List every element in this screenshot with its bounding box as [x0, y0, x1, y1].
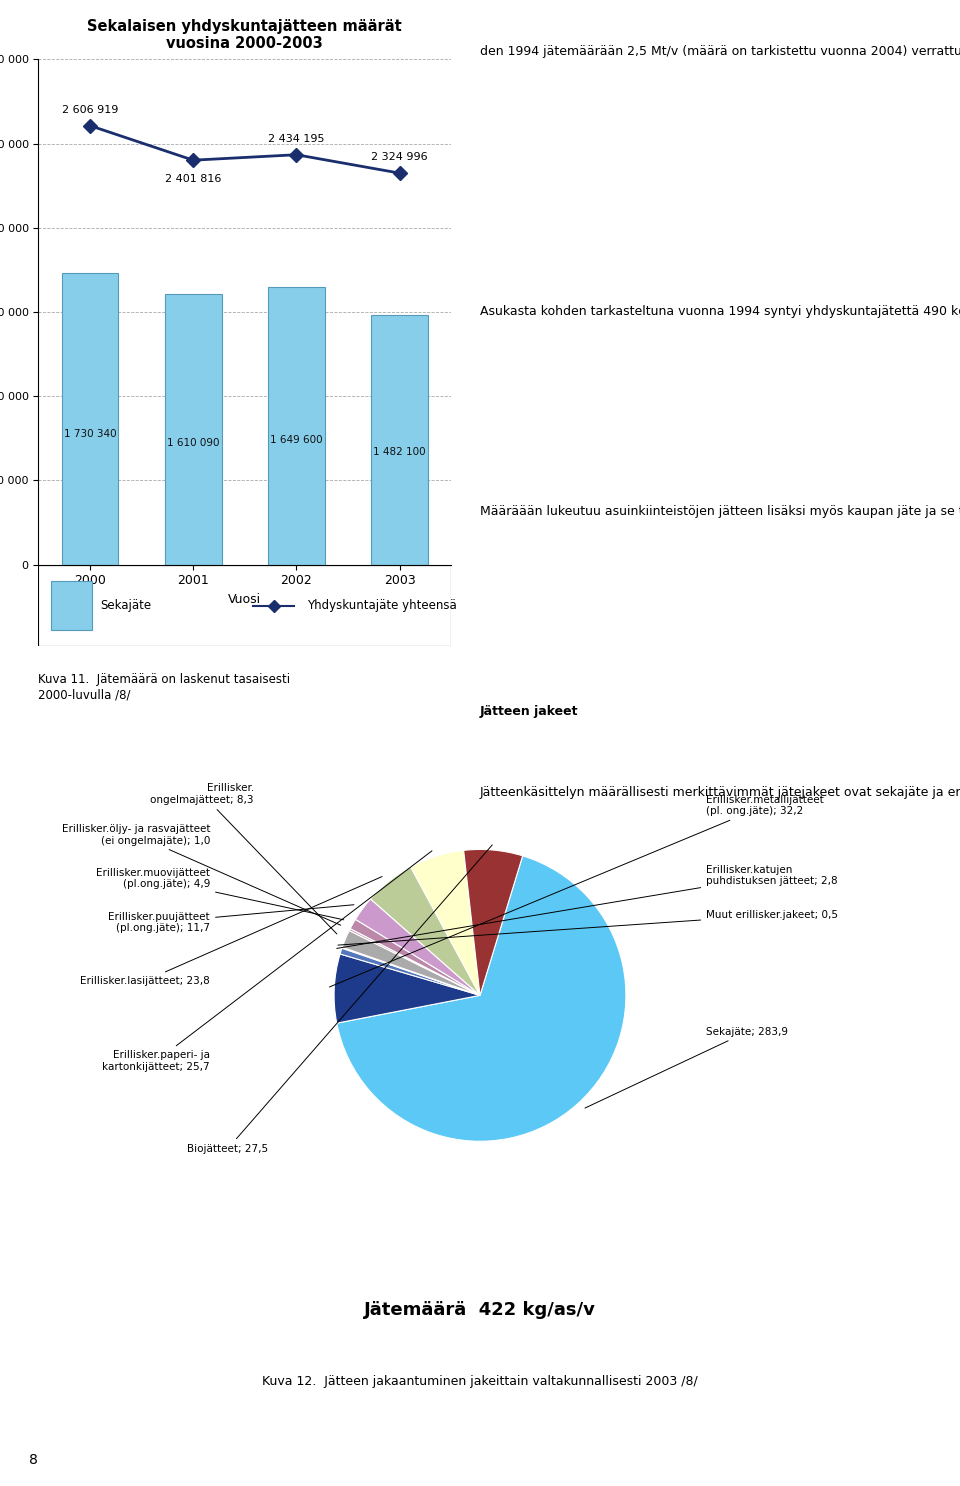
Text: Sekajäte; 283,9: Sekajäte; 283,9: [585, 1027, 788, 1109]
Wedge shape: [355, 899, 480, 996]
Text: Erillisker.paperi- ja
kartonkijätteet; 25,7: Erillisker.paperi- ja kartonkijätteet; 2…: [103, 851, 432, 1071]
Text: Jätteenkäsittelyn määrällisesti merkittävimmät jätejakeet ovat sekajäte ja erill: Jätteenkäsittelyn määrällisesti merkittä…: [480, 786, 960, 798]
Text: Erillisker.katujen
puhdistuksen jätteet; 2,8: Erillisker.katujen puhdistuksen jätteet;…: [337, 865, 838, 948]
Text: Erillisker.puujätteet
(pl.ong.jäte); 11,7: Erillisker.puujätteet (pl.ong.jäte); 11,…: [108, 905, 354, 933]
Bar: [61, 273, 118, 565]
Text: 1 649 600: 1 649 600: [270, 435, 323, 444]
Text: den 1994 jätemäärään 2,5 Mt/v (määrä on tarkistettu vuonna 2004) verrattuna koko: den 1994 jätemäärään 2,5 Mt/v (määrä on …: [480, 45, 960, 58]
Text: Erillisker.lasijätteet; 23,8: Erillisker.lasijätteet; 23,8: [81, 877, 382, 985]
Text: Yhdyskuntajäte yhteensä: Yhdyskuntajäte yhteensä: [306, 599, 456, 612]
Wedge shape: [337, 856, 626, 1141]
Text: 1 482 100: 1 482 100: [373, 447, 426, 458]
Text: 8: 8: [29, 1453, 37, 1467]
Text: Erillisker.muovijätteet
(pl.ong.jäte); 4,9: Erillisker.muovijätteet (pl.ong.jäte); 4…: [96, 868, 344, 920]
Text: Asukasta kohden tarkasteltuna vuonna 1994 syntyi yhdyskuntajätettä 490 kg/as/v, : Asukasta kohden tarkasteltuna vuonna 199…: [480, 305, 960, 318]
Bar: [372, 315, 428, 565]
Text: 2 606 919: 2 606 919: [61, 104, 118, 114]
Text: 2 324 996: 2 324 996: [372, 152, 428, 162]
Text: Jätteen jakeet: Jätteen jakeet: [480, 704, 579, 718]
Text: Kuva 11.  Jätemäärä on laskenut tasaisesti
2000-luvulla /8/: Kuva 11. Jätemäärä on laskenut tasaisest…: [38, 673, 291, 701]
Text: 1 610 090: 1 610 090: [167, 438, 220, 447]
Bar: [165, 294, 222, 565]
X-axis label: Vuosi: Vuosi: [228, 593, 261, 606]
Text: Muut erillisker.jakeet; 0,5: Muut erillisker.jakeet; 0,5: [338, 909, 838, 945]
Text: 1 730 340: 1 730 340: [63, 428, 116, 438]
Wedge shape: [371, 866, 480, 996]
Wedge shape: [350, 920, 480, 996]
Text: 2 401 816: 2 401 816: [165, 174, 222, 184]
Title: Sekalaisen yhdyskuntajätteen määrät
vuosina 2000-2003: Sekalaisen yhdyskuntajätteen määrät vuos…: [87, 19, 402, 52]
Bar: [268, 287, 324, 565]
Wedge shape: [340, 948, 480, 996]
Bar: [51, 581, 92, 630]
Text: 2 434 195: 2 434 195: [268, 134, 324, 144]
Wedge shape: [343, 930, 480, 996]
Text: Sekajäte: Sekajäte: [100, 599, 152, 612]
Wedge shape: [411, 850, 480, 996]
Text: Määräään lukeutuu asuinkiinteistöjen jätteen lisäksi myös kaupan jäte ja se teol: Määräään lukeutuu asuinkiinteistöjen jät…: [480, 505, 960, 517]
Text: Biojätteet; 27,5: Biojätteet; 27,5: [187, 846, 492, 1153]
Wedge shape: [334, 954, 480, 1024]
Wedge shape: [464, 850, 522, 996]
Text: Jätemäärä  422 kg/as/v: Jätemäärä 422 kg/as/v: [364, 1302, 596, 1320]
Wedge shape: [349, 929, 480, 996]
Text: Erillisker.metallijätteet
(pl. ong.jäte); 32,2: Erillisker.metallijätteet (pl. ong.jäte)…: [329, 795, 824, 987]
Text: Erillisker.öljy- ja rasvajätteet
(ei ongelmajäte); 1,0: Erillisker.öljy- ja rasvajätteet (ei ong…: [61, 825, 341, 926]
Text: Kuva 12.  Jätteen jakaantuminen jakeittain valtakunnallisesti 2003 /8/: Kuva 12. Jätteen jakaantuminen jakeittai…: [262, 1375, 698, 1388]
Wedge shape: [342, 947, 480, 996]
Text: Erillisker.
ongelmajätteet; 8,3: Erillisker. ongelmajätteet; 8,3: [151, 783, 337, 933]
